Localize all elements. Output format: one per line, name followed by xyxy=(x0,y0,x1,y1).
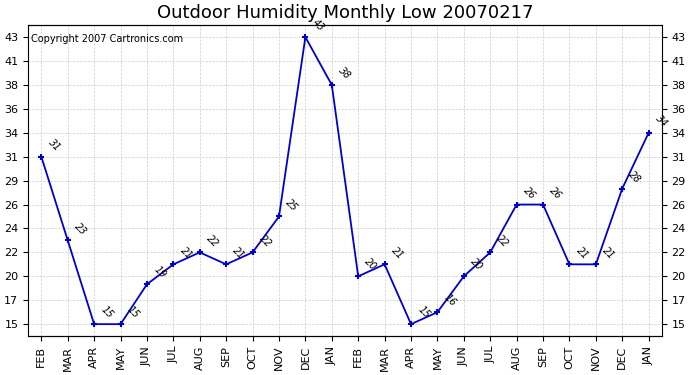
Text: 21: 21 xyxy=(389,245,405,261)
Text: 23: 23 xyxy=(72,221,88,237)
Text: 26: 26 xyxy=(548,185,564,201)
Text: 21: 21 xyxy=(231,245,247,261)
Text: Copyright 2007 Cartronics.com: Copyright 2007 Cartronics.com xyxy=(31,34,184,45)
Text: 16: 16 xyxy=(442,293,458,309)
Text: 21: 21 xyxy=(574,245,590,261)
Text: 21: 21 xyxy=(178,245,194,261)
Text: 15: 15 xyxy=(416,304,432,321)
Text: 26: 26 xyxy=(522,185,538,201)
Text: 19: 19 xyxy=(152,265,168,281)
Text: 43: 43 xyxy=(310,18,326,33)
Text: 28: 28 xyxy=(627,169,643,185)
Title: Outdoor Humidity Monthly Low 20070217: Outdoor Humidity Monthly Low 20070217 xyxy=(157,4,533,22)
Text: 25: 25 xyxy=(284,197,299,213)
Text: 22: 22 xyxy=(495,233,511,249)
Text: 22: 22 xyxy=(204,233,220,249)
Text: 31: 31 xyxy=(46,137,62,153)
Text: 34: 34 xyxy=(653,113,669,129)
Text: 21: 21 xyxy=(600,245,616,261)
Text: 22: 22 xyxy=(257,233,273,249)
Text: 20: 20 xyxy=(469,257,484,273)
Text: 15: 15 xyxy=(99,304,115,321)
Text: 20: 20 xyxy=(363,257,379,273)
Text: 38: 38 xyxy=(337,65,353,81)
Text: 15: 15 xyxy=(126,304,141,321)
